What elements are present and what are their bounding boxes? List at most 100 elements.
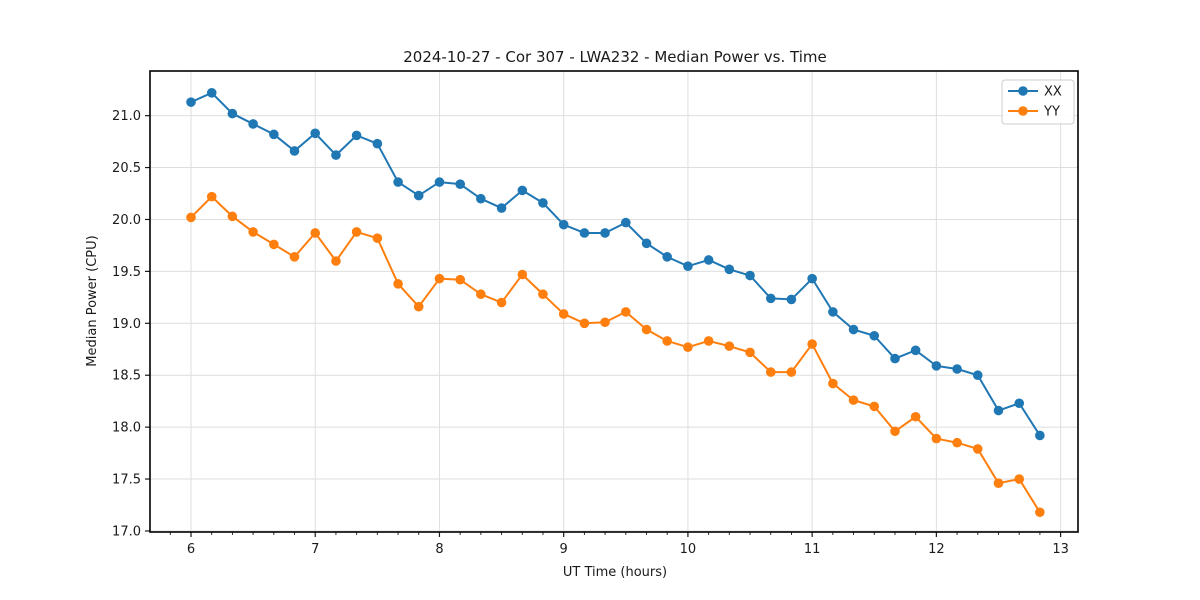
data-point (331, 256, 341, 266)
chart-title: 2024-10-27 - Cor 307 - LWA232 - Median P… (403, 48, 827, 66)
data-point (600, 317, 610, 328)
data-point (206, 88, 217, 98)
data-point (351, 130, 362, 141)
data-point (972, 444, 983, 454)
data-point (1014, 398, 1025, 409)
y-tick-label: 18.0 (112, 421, 141, 436)
data-point (869, 330, 880, 341)
data-point (227, 108, 238, 119)
y-axis-label: Median Power (CPU) (85, 235, 100, 366)
data-point (993, 478, 1004, 489)
series-YY (186, 191, 1045, 518)
data-point (227, 211, 238, 222)
y-tick-label: 19.5 (112, 265, 141, 280)
series-XX (186, 88, 1045, 441)
x-tick-label: 6 (187, 542, 195, 557)
data-point (786, 367, 797, 377)
x-axis-label: UT Time (hours) (563, 565, 667, 580)
data-point (269, 239, 279, 250)
data-point (848, 395, 859, 405)
data-point (186, 97, 196, 107)
data-point (310, 228, 321, 238)
y-axis: 17.0 17.5 18.0 18.5 19.0 19.5 20.0 20.5 21.0 (112, 109, 150, 539)
y-tick-label: 21.0 (112, 109, 141, 124)
plot-area: 6 7 8 9 10 11 12 13 17.0 17.5 18.0 18.5 19.0 19.5 20.0… (112, 70, 1079, 557)
data-point (745, 347, 755, 358)
y-tick-label: 20.5 (112, 161, 141, 176)
data-point (538, 289, 548, 300)
y-tick-label: 19.0 (112, 317, 141, 332)
x-tick-label: 7 (311, 542, 319, 557)
series-line-XX (190, 91, 1041, 436)
data-point (517, 269, 528, 280)
data-point (372, 138, 383, 149)
data-point (413, 190, 424, 201)
data-point (289, 146, 300, 156)
data-point (662, 252, 672, 262)
data-point (641, 238, 652, 249)
data-point (579, 228, 590, 238)
data-point (538, 198, 548, 208)
data-point (662, 336, 672, 346)
data-point (621, 217, 631, 228)
data-point (952, 364, 962, 374)
data-point (558, 219, 569, 230)
data-point (289, 252, 300, 262)
data-point (828, 307, 838, 317)
legend: XX YY (1001, 79, 1075, 125)
axes-spines (149, 70, 1079, 533)
data-point (703, 255, 714, 265)
data-point (931, 361, 942, 371)
data-point (434, 177, 445, 187)
data-point (807, 339, 817, 349)
data-point (1035, 430, 1045, 441)
data-point (186, 212, 196, 223)
data-point (724, 264, 735, 275)
y-tick-label: 18.5 (112, 369, 141, 384)
data-point (786, 294, 797, 305)
data-point (372, 233, 383, 243)
legend-label: XX (1044, 85, 1062, 100)
x-tick-label: 10 (680, 542, 697, 557)
data-point (476, 289, 486, 300)
data-point (890, 353, 900, 364)
data-point (517, 185, 528, 196)
x-axis: 6 7 8 9 10 11 12 13 (169, 532, 1069, 557)
data-point (745, 270, 755, 281)
x-tick-label: 13 (1052, 542, 1069, 557)
data-point (890, 426, 900, 437)
y-tick-label: 17.5 (112, 473, 141, 488)
data-point (496, 203, 507, 213)
x-tick-label: 12 (928, 542, 945, 557)
data-point (952, 437, 962, 448)
data-point (393, 279, 403, 289)
data-point (848, 324, 859, 335)
legend-label: YY (1043, 105, 1060, 120)
data-point (1014, 474, 1025, 484)
data-point (558, 309, 569, 319)
series-line-YY (190, 195, 1041, 513)
data-point (310, 128, 321, 139)
legend-marker-sample (1018, 86, 1028, 96)
data-point (703, 336, 714, 346)
data-point (683, 261, 693, 271)
data-point (828, 378, 838, 389)
data-point (393, 177, 403, 187)
data-point (765, 367, 776, 377)
grid-layer (150, 71, 1078, 532)
data-point (910, 411, 921, 422)
data-point (413, 301, 424, 312)
legend-marker-sample (1018, 106, 1028, 116)
data-point (331, 150, 341, 160)
data-point (496, 297, 507, 308)
data-point (248, 227, 258, 237)
data-point (455, 179, 466, 189)
data-point (476, 193, 486, 204)
data-point (351, 227, 362, 237)
data-point (993, 405, 1004, 416)
data-point (600, 228, 610, 238)
data-point (455, 274, 466, 285)
legend-box (1001, 79, 1075, 125)
